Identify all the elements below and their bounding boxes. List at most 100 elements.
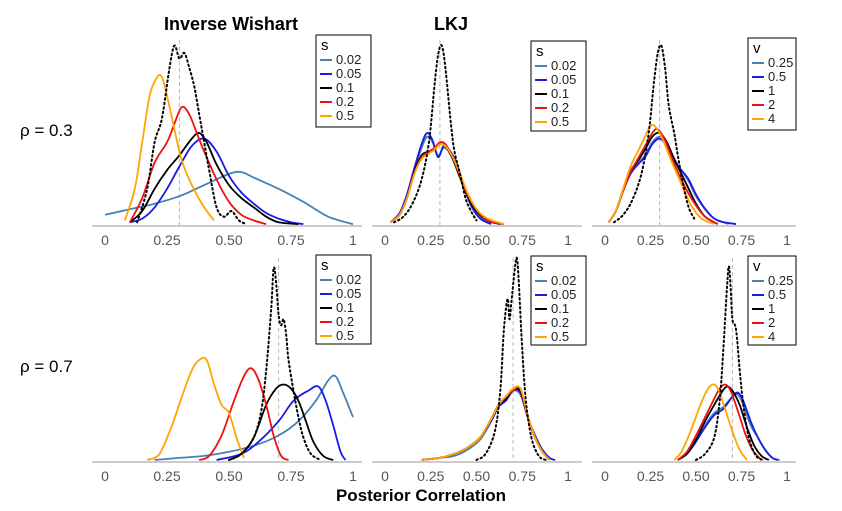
x-tick-label: 0.25	[153, 468, 180, 484]
legend-box	[315, 254, 372, 345]
row-label-rho-0-3: ρ = 0.3	[20, 121, 73, 140]
legend-title: v	[753, 40, 761, 57]
density-curve-0-02	[104, 170, 354, 225]
panel-row0-col0: 0 0.25 0.50 0.75 1 s 0.020.050.10.20.5	[92, 34, 372, 248]
legend-label: 0.5	[336, 108, 354, 123]
reference-density-dotted	[393, 44, 478, 224]
legend-label: 0.5	[768, 69, 786, 84]
legend-label: 0.05	[551, 287, 576, 302]
x-tick-label: 0	[601, 468, 609, 484]
legend-label: 0.02	[551, 58, 576, 73]
legend-label: 0.1	[336, 80, 354, 95]
density-curve-0-2	[198, 367, 289, 461]
row-label-rho-0-7: ρ = 0.7	[20, 357, 73, 376]
x-tick-label: 0	[101, 468, 109, 484]
x-tick-label: 0.75	[728, 468, 755, 484]
legend: s 0.020.050.10.20.5	[315, 34, 372, 128]
legend-box	[747, 255, 797, 346]
x-tick-label: 0.25	[637, 232, 664, 248]
density-curve-0-5	[146, 356, 245, 461]
x-tick-label: 0.50	[463, 468, 490, 484]
density-curve-0-1	[389, 142, 501, 225]
x-tick-label: 0.50	[463, 232, 490, 248]
reference-density-dotted	[228, 266, 322, 461]
legend-label: 0.2	[551, 100, 569, 115]
density-curve-0-5	[607, 137, 737, 225]
density-curve-1	[607, 131, 719, 225]
x-tick-label: 0.50	[215, 468, 242, 484]
x-tick-label: 1	[564, 232, 572, 248]
density-curve-0-05	[129, 137, 304, 225]
legend-box	[530, 40, 587, 132]
legend-label: 0.5	[768, 287, 786, 302]
legend-label: 0.5	[551, 114, 569, 129]
reference-density-dotted	[695, 265, 765, 461]
x-tick-label: 1	[564, 468, 572, 484]
legend-label: 0.02	[551, 273, 576, 288]
legend-label: 4	[768, 111, 775, 126]
legend: s 0.020.050.10.20.5	[315, 254, 372, 345]
panel-row1-col1: 0 0.25 0.50 0.75 1 s 0.020.050.10.20.5	[372, 255, 587, 484]
reference-density-dotted	[613, 43, 696, 224]
legend: s 0.020.050.10.20.5	[530, 255, 587, 346]
legend-label: 2	[768, 97, 775, 112]
x-tick-label: 0.75	[509, 232, 536, 248]
legend-label: 0.05	[336, 66, 361, 81]
reference-density-dotted	[475, 256, 547, 461]
density-curve-2	[677, 383, 763, 461]
legend-label: 4	[768, 329, 775, 344]
x-tick-label: 0.75	[509, 468, 536, 484]
legend-label: 0.1	[336, 300, 354, 315]
legend-label: 0.2	[551, 315, 569, 330]
reference-density-dotted	[136, 44, 248, 226]
legend-label: 1	[768, 301, 775, 316]
column-title-lkj: LKJ	[434, 14, 468, 34]
x-tick-label: 0.25	[637, 468, 664, 484]
density-curve-0-5	[389, 142, 505, 225]
legend-label: 0.1	[551, 86, 569, 101]
density-curve-0-02	[154, 374, 354, 461]
x-tick-label: 0.75	[277, 232, 304, 248]
density-curve-2	[607, 128, 719, 225]
x-axis-label: Posterior Correlation	[336, 486, 506, 505]
panels-group: 0 0.25 0.50 0.75 1s0.020.050.10.20.50 0.25 0.5…	[92, 34, 797, 484]
x-tick-label: 1	[783, 468, 791, 484]
legend-title: s	[536, 43, 544, 60]
legend-label: 0.02	[336, 52, 361, 67]
density-curve-0-2	[129, 105, 267, 225]
legend-box	[747, 37, 797, 131]
x-tick-label: 1	[783, 232, 791, 248]
x-tick-label: 0	[101, 232, 109, 248]
legend-title: s	[321, 37, 329, 54]
legend-label: 0.2	[336, 314, 354, 329]
legend-label: 0.05	[336, 286, 361, 301]
legend-label: 0.1	[551, 301, 569, 316]
legend: s 0.020.050.10.20.5	[530, 40, 587, 132]
legend-box	[530, 255, 587, 346]
x-tick-label: 0.50	[682, 468, 709, 484]
legend-label: 1	[768, 83, 775, 98]
x-tick-label: 1	[349, 232, 357, 248]
panel-row0-col1: 0 0.25 0.50 0.75 1 s 0.020.050.10.20.5	[372, 40, 587, 248]
legend-label: 0.02	[336, 272, 361, 287]
legend-title: v	[753, 258, 761, 275]
legend-label: 2	[768, 315, 775, 330]
x-tick-label: 0.25	[417, 468, 444, 484]
density-curve-0-5	[421, 385, 551, 461]
legend-title: s	[536, 258, 544, 275]
x-tick-label: 1	[349, 468, 357, 484]
density-curve-0-05	[216, 385, 347, 461]
legend-label: 0.05	[551, 72, 576, 87]
x-tick-label: 0.25	[417, 232, 444, 248]
density-curve-0-5	[123, 74, 215, 221]
legend-label: 0.2	[336, 94, 354, 109]
x-tick-label: 0.75	[277, 468, 304, 484]
legend-label: 0.5	[551, 329, 569, 344]
legend-box	[315, 34, 372, 128]
x-tick-label: 0.25	[153, 232, 180, 248]
